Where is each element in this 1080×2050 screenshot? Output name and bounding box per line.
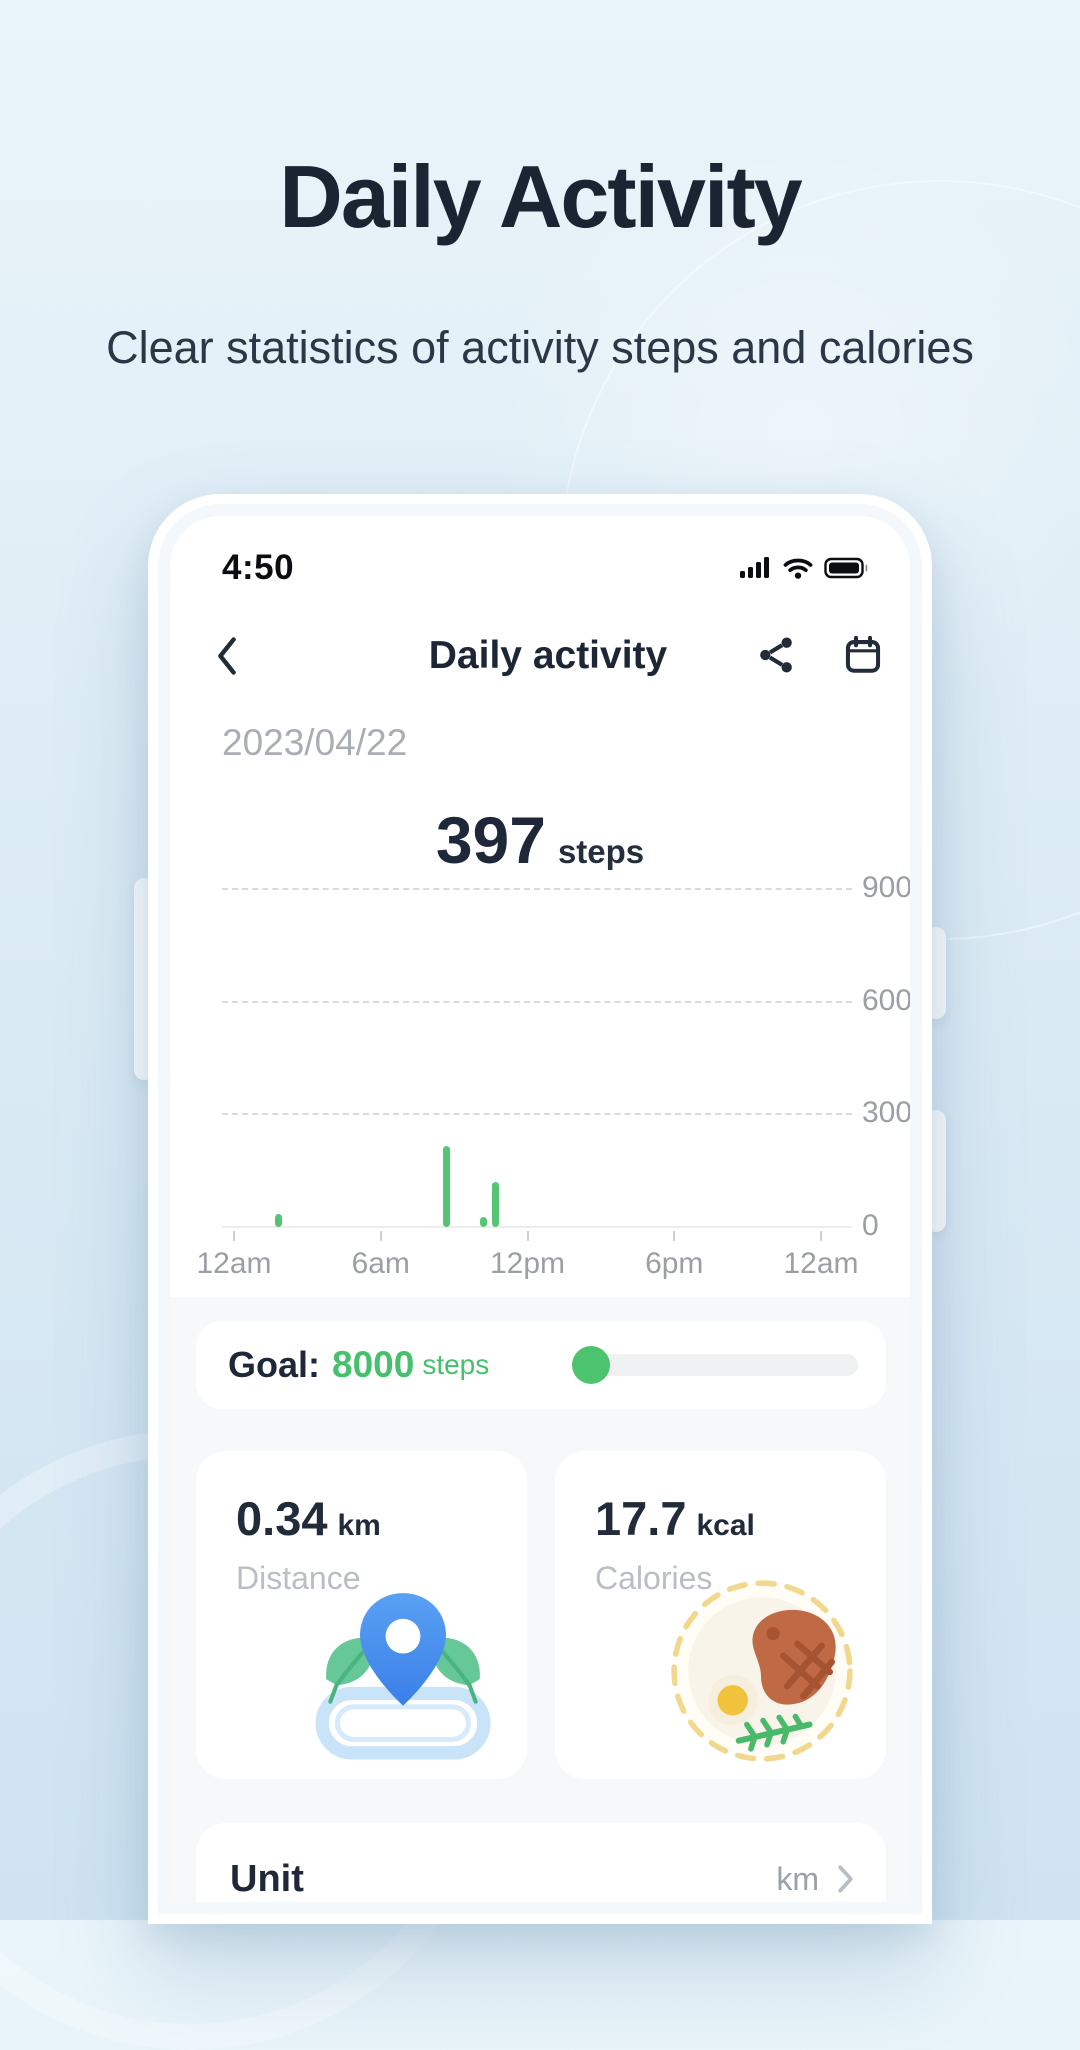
y-axis-tick-label: 0 [862, 1209, 879, 1242]
calories-label: Calories [595, 1560, 713, 1596]
location-pin-icon [315, 1593, 491, 1760]
x-axis-tick [526, 1231, 529, 1241]
hero-subtitle: Clear statistics of activity steps and c… [106, 322, 974, 373]
date-label: 2023/04/22 [222, 722, 408, 763]
goal-label: Goal: [228, 1344, 321, 1385]
unit-value: km [776, 1860, 819, 1897]
stats-row: 0.34 km Distance [196, 1451, 886, 1779]
calories-unit: kcal [696, 1509, 755, 1542]
chart-baseline [222, 1226, 852, 1228]
phone-screen: 4:50 [158, 504, 922, 1914]
unit-row[interactable]: Unit km [196, 1823, 886, 1902]
steps-headline: 397 steps [170, 802, 910, 878]
chart-gridline [222, 1000, 852, 1003]
steps-chart: 900 600 300 0 12am 6am 12pm 6pm 12am [196, 866, 910, 1296]
summary-section: Goal: 8000 steps 0.34 km Distance [170, 1297, 910, 1902]
battery-icon [824, 557, 868, 579]
nav-title: Daily activity [428, 634, 668, 677]
steps-chart-plot: 900 600 300 0 12am 6am 12pm 6pm 12am [196, 866, 910, 1296]
y-axis-tick-label: 300 [862, 1096, 913, 1130]
x-axis-tick [673, 1231, 676, 1241]
x-axis-tick-label: 12pm [489, 1247, 566, 1280]
chart-bar [492, 1181, 500, 1227]
share-icon [760, 637, 792, 673]
status-icons [740, 556, 870, 580]
chart-gridline [222, 1113, 852, 1116]
goal-value: 8000 [332, 1344, 415, 1385]
status-time: 4:50 [222, 548, 295, 587]
steps-unit-label: steps [557, 833, 645, 870]
status-bar: 4:50 [222, 546, 870, 590]
wifi-icon [783, 558, 813, 579]
distance-value: 0.34 [236, 1492, 328, 1545]
chart-bar [443, 1146, 451, 1227]
chart-bar [274, 1213, 282, 1227]
goal-card: Goal: 8000 steps [196, 1321, 886, 1409]
distance-unit: km [337, 1509, 381, 1542]
back-icon [218, 637, 236, 675]
chevron-right-icon [838, 1865, 853, 1893]
calories-value: 17.7 [595, 1492, 687, 1545]
x-axis-tick-label: 6pm [645, 1247, 704, 1280]
x-axis-tick-label: 12am [783, 1247, 859, 1280]
y-axis-tick-label: 600 [862, 983, 913, 1017]
calendar-button[interactable] [842, 634, 884, 676]
goal-unit-label: steps [422, 1349, 490, 1380]
phone-mockup: 4:50 [148, 494, 932, 1924]
cellular-signal-icon [740, 557, 769, 578]
nav-bar: Daily activity [212, 628, 884, 686]
unit-setting: km [776, 1861, 854, 1898]
hero-title: Daily Activity [279, 147, 802, 246]
steps-value: 397 [435, 803, 546, 877]
x-axis-tick [233, 1231, 235, 1241]
goal-progress-bar[interactable] [572, 1346, 858, 1384]
x-axis-tick [820, 1231, 822, 1241]
x-axis-tick-label: 6am [351, 1247, 410, 1280]
calories-card: 17.7 kcal Calories [555, 1451, 886, 1779]
meal-plate-icon [671, 1580, 853, 1762]
chart-bar [479, 1216, 487, 1227]
back-button[interactable] [216, 636, 238, 676]
x-axis-tick [379, 1231, 382, 1241]
distance-label: Distance [236, 1560, 361, 1596]
distance-card: 0.34 km Distance [196, 1451, 527, 1779]
nav-actions [756, 634, 884, 676]
chart-gridline [222, 888, 852, 890]
calendar-icon [845, 635, 881, 673]
y-axis-tick-label: 900 [862, 871, 913, 904]
unit-label: Unit [230, 1857, 304, 1900]
x-axis-tick-label: 12am [196, 1247, 272, 1280]
share-button[interactable] [756, 635, 796, 675]
goal-progress-knob[interactable] [572, 1346, 610, 1384]
